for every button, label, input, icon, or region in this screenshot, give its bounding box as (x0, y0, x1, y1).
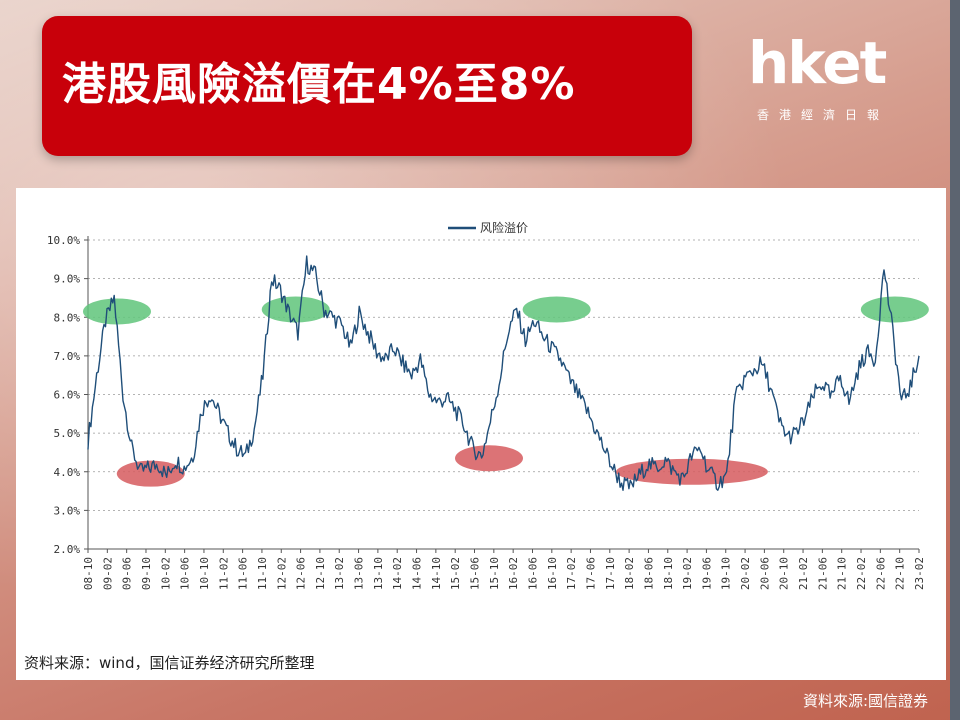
x-tick-label: 21-02 (797, 557, 810, 590)
x-tick-label: 23-02 (913, 557, 926, 590)
x-tick-label: 16-10 (546, 557, 559, 590)
chart-source-note: 资料来源：wind，国信证券经济研究所整理 (24, 654, 315, 672)
x-tick-label: 13-02 (333, 557, 346, 590)
x-tick-label: 12-06 (295, 557, 308, 590)
x-tick-label: 22-06 (874, 557, 887, 590)
x-tick-label: 12-10 (314, 557, 327, 590)
x-tick-label: 19-10 (720, 557, 733, 590)
x-tick-label: 20-10 (778, 557, 791, 590)
y-tick-label: 8.0% (54, 311, 81, 324)
x-tick-label: 16-02 (507, 557, 520, 590)
x-tick-label: 18-10 (662, 557, 675, 590)
x-tick-label: 14-10 (430, 557, 443, 590)
highlight-ellipse (116, 460, 185, 487)
y-tick-label: 5.0% (54, 427, 81, 440)
series-line-risk-premium (87, 255, 920, 491)
highlight-ellipse (455, 445, 524, 472)
source-credit: 資料來源:國信證券 (802, 692, 928, 710)
highlight-ellipse (860, 296, 929, 323)
x-tick-label: 22-02 (855, 557, 868, 590)
x-tick-label: 17-06 (584, 557, 597, 590)
risk-premium-chart: 10.0% 9.0% 8.0% 7.0% 6.0% 5.0% 4.0% 3.0% 2.0%08-… (47, 220, 929, 590)
x-tick-label: 14-06 (411, 557, 424, 590)
y-tick-label: 3.0% (54, 504, 81, 517)
x-tick-label: 18-06 (642, 557, 655, 590)
y-tick-label: 6.0% (54, 389, 81, 402)
x-tick-label: 08-10 (82, 557, 95, 590)
x-tick-label: 11-02 (217, 557, 230, 590)
x-tick-label: 14-02 (391, 557, 404, 590)
y-tick-label: 2.0% (54, 543, 81, 556)
x-tick-label: 15-10 (488, 557, 501, 590)
x-tick-label: 15-06 (469, 557, 482, 590)
x-tick-label: 15-02 (449, 557, 462, 590)
x-tick-label: 11-10 (256, 557, 269, 590)
x-tick-label: 18-02 (623, 557, 636, 590)
x-tick-label: 09-10 (140, 557, 153, 590)
x-tick-label: 10-02 (159, 557, 172, 590)
x-tick-label: 16-06 (526, 557, 539, 590)
x-tick-label: 19-02 (681, 557, 694, 590)
y-tick-label: 9.0% (54, 273, 81, 286)
hket-logo: hket (748, 29, 887, 97)
y-tick-label: 10.0% (47, 234, 80, 247)
x-tick-label: 09-02 (101, 557, 114, 590)
x-tick-label: 12-02 (275, 557, 288, 590)
highlight-ellipse (82, 298, 151, 325)
highlight-ellipse (522, 296, 591, 323)
chart-panel: 10.0% 9.0% 8.0% 7.0% 6.0% 5.0% 4.0% 3.0% 2.0% 08-… (16, 188, 946, 680)
x-tick-label: 20-02 (739, 557, 752, 590)
x-tick-label: 13-06 (353, 557, 366, 590)
x-tick-label: 17-02 (565, 557, 578, 590)
hket-logo-subtitle: 香港經濟日報 (757, 108, 890, 122)
y-tick-label: 7.0% (54, 350, 81, 363)
x-tick-label: 10-10 (198, 557, 211, 590)
x-tick-label: 22-10 (894, 557, 907, 590)
x-tick-label: 20-06 (758, 557, 771, 590)
page-title: 港股風險溢價在4%至8% (62, 59, 576, 110)
highlight-ellipse (261, 296, 330, 323)
x-tick-label: 21-06 (816, 557, 829, 590)
edge-stripe (950, 0, 960, 720)
x-tick-label: 13-10 (372, 557, 385, 590)
x-tick-label: 19-06 (700, 557, 713, 590)
highlight-ellipse (615, 458, 768, 485)
x-tick-label: 17-10 (604, 557, 617, 590)
x-tick-label: 09-06 (121, 557, 134, 590)
y-tick-label: 4.0% (54, 466, 81, 479)
title-banner (42, 16, 692, 156)
x-tick-label: 10-06 (179, 557, 192, 590)
legend-label: 风险溢价 (480, 220, 528, 235)
x-tick-label: 21-10 (836, 557, 849, 590)
x-tick-label: 11-06 (237, 557, 250, 590)
